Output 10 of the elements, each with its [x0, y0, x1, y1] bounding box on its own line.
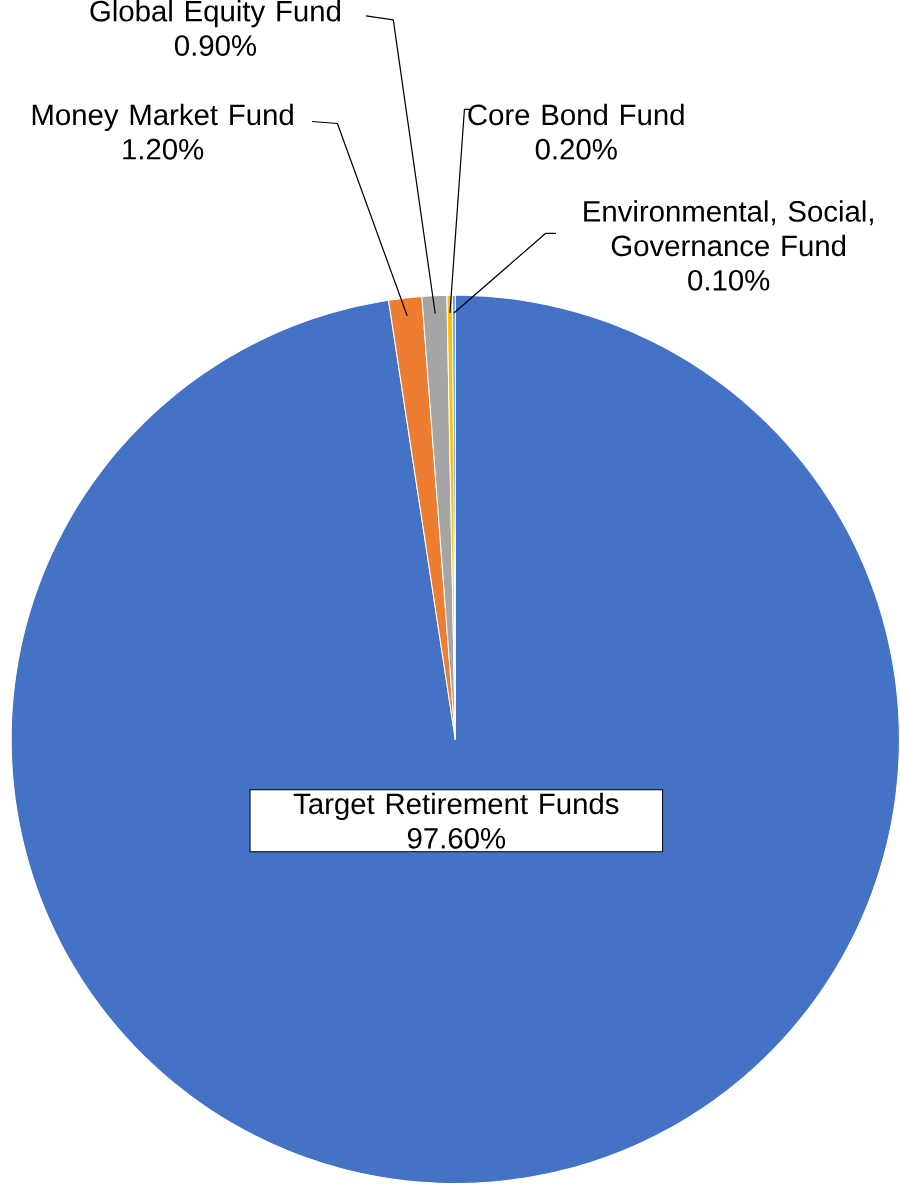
data-label: 97.60% [407, 827, 506, 849]
slice-label: Core Bond Fund [468, 103, 684, 126]
slice-label: Global Equity Fund [90, 0, 341, 28]
data-label: 1.20% [123, 138, 204, 160]
slice-label: Environmental, Social, Governance Fund [584, 200, 873, 257]
slice-label: Target Retirement Funds [293, 792, 619, 821]
data-label: 0.20% [535, 138, 617, 160]
slice-label: Money Market Fund [32, 103, 293, 132]
data-label: 0.10% [688, 269, 770, 291]
data-label: 0.90% [175, 35, 257, 56]
